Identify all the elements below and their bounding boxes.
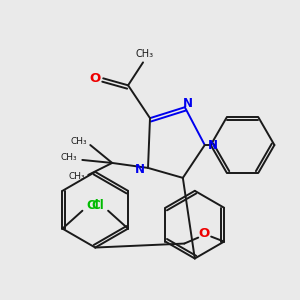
Text: O: O xyxy=(199,227,210,240)
Text: Cl: Cl xyxy=(86,199,99,212)
Text: N: N xyxy=(208,139,218,152)
Text: CH₃: CH₃ xyxy=(136,50,154,59)
Text: N: N xyxy=(135,164,145,176)
Text: CH₃: CH₃ xyxy=(60,154,77,163)
Text: Cl: Cl xyxy=(92,199,104,212)
Text: CH₃: CH₃ xyxy=(68,172,85,182)
Text: O: O xyxy=(90,72,101,85)
Text: N: N xyxy=(183,97,193,110)
Text: CH₃: CH₃ xyxy=(70,136,87,146)
